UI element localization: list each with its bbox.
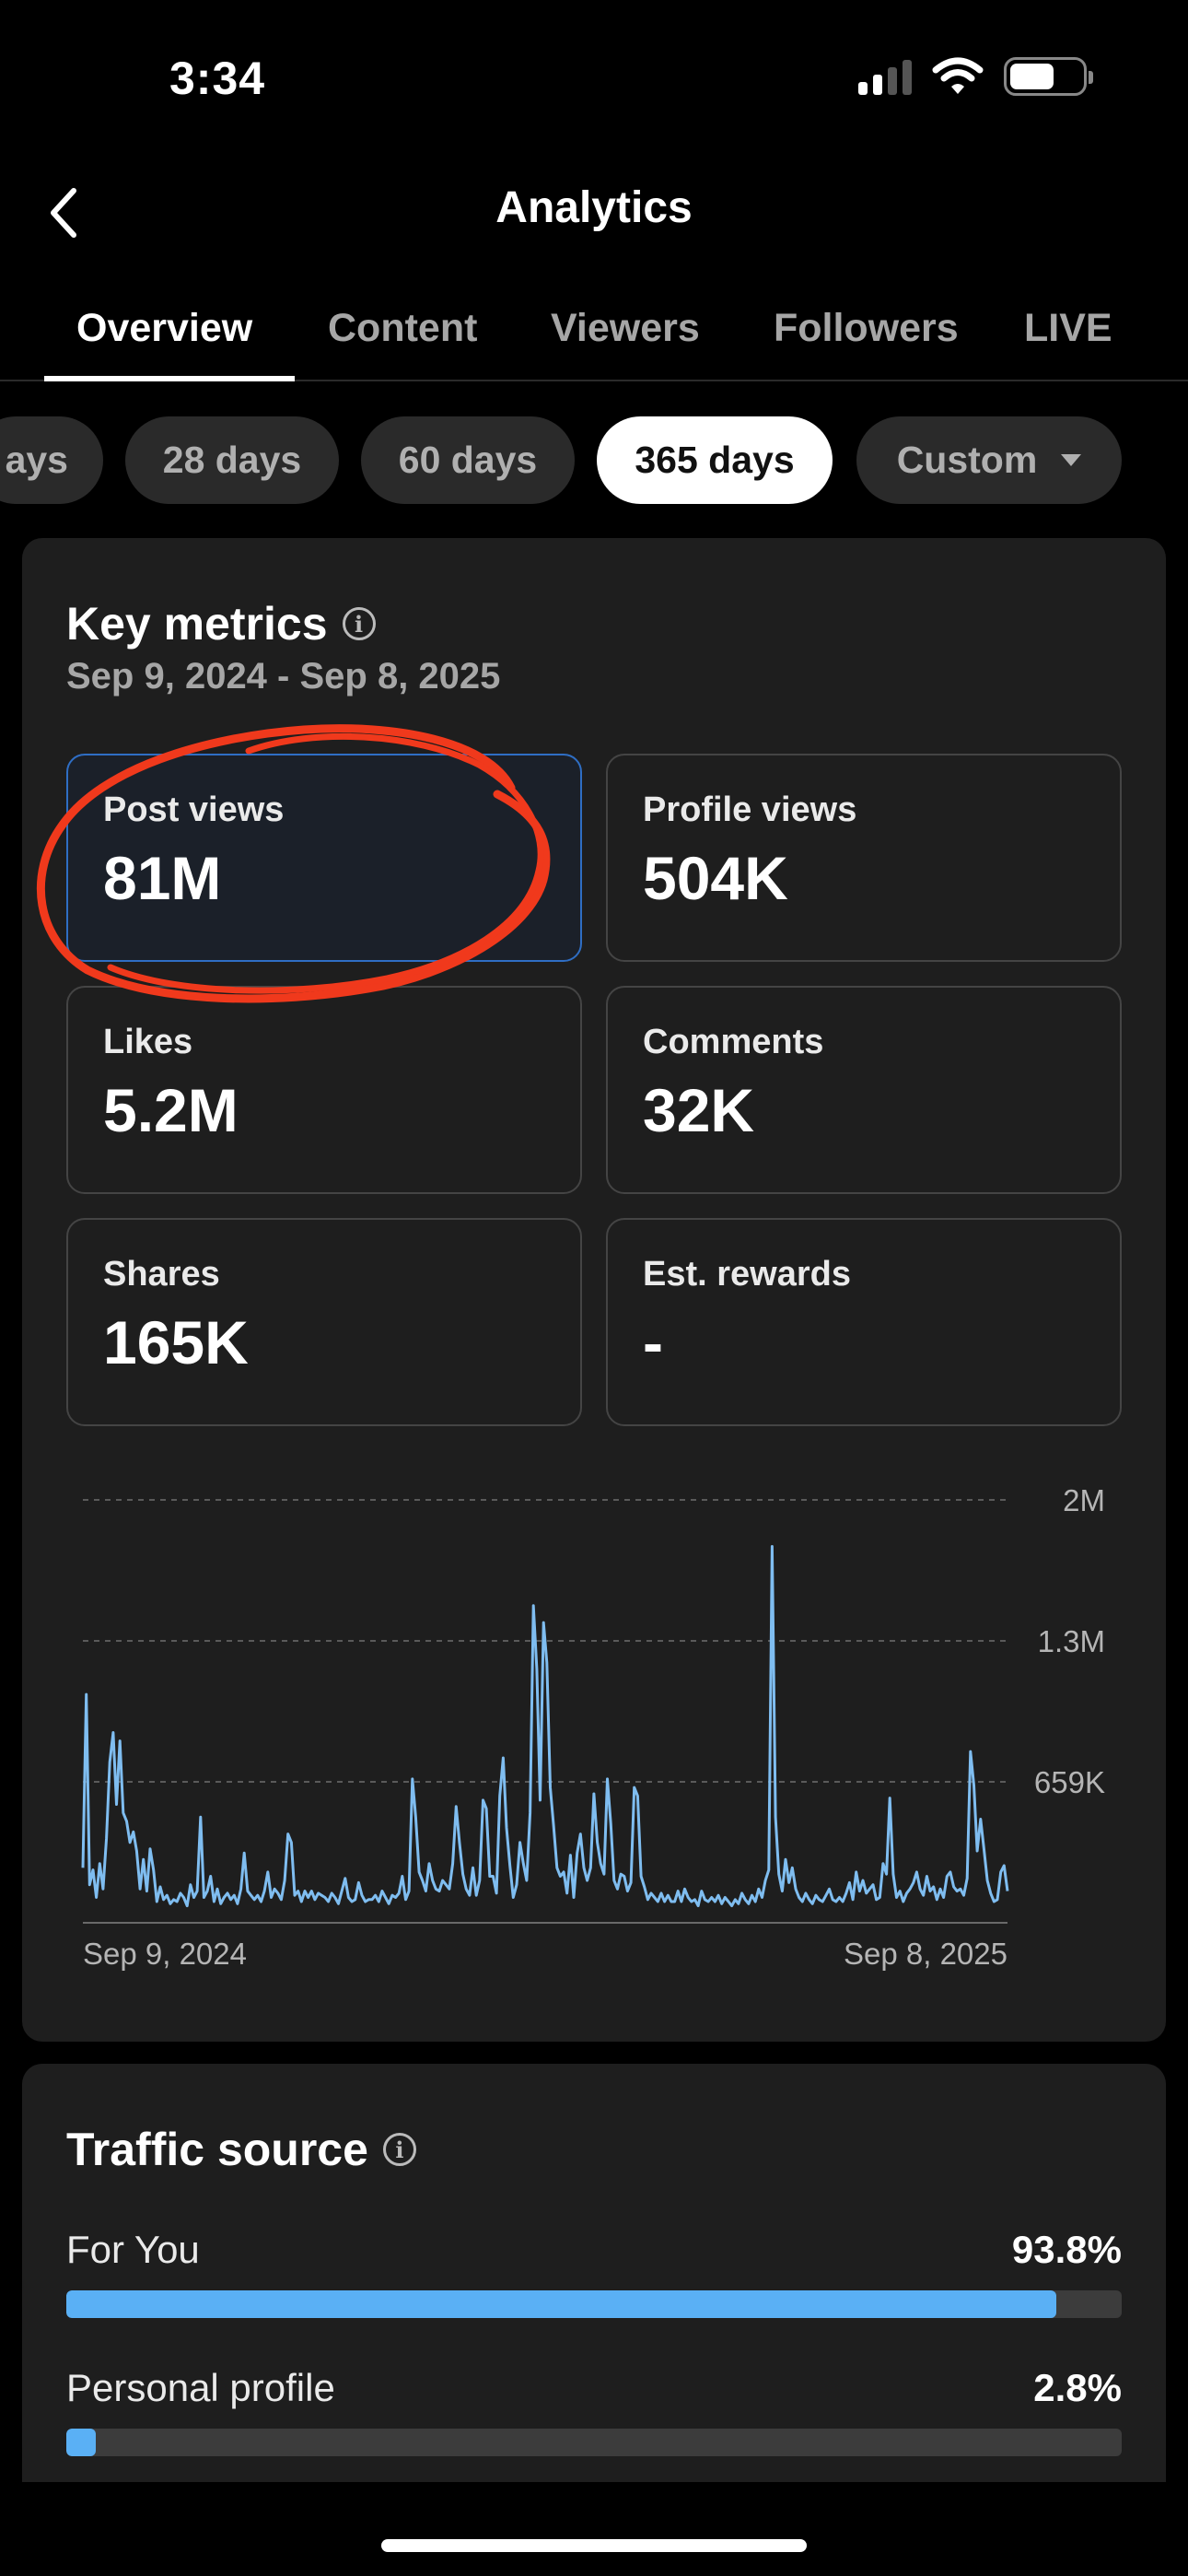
metric-label: Shares: [103, 1255, 220, 1294]
cellular-signal-icon: [858, 58, 912, 95]
key-metrics-header: Key metrics i: [66, 597, 376, 650]
home-indicator: [381, 2539, 807, 2552]
info-icon[interactable]: i: [382, 2133, 416, 2166]
range-chip-7-days[interactable]: ays: [0, 416, 103, 504]
metric-value: 165K: [103, 1308, 249, 1376]
wifi-icon: [932, 57, 984, 94]
metric-card-likes[interactable]: Likes 5.2M: [66, 986, 582, 1194]
x-tick-label-start: Sep 9, 2024: [83, 1937, 247, 1971]
range-chip-60-days[interactable]: 60 days: [361, 416, 575, 504]
traffic-bar-for-you: [66, 2290, 1122, 2318]
traffic-label-personal-profile: Personal profile: [66, 2366, 335, 2409]
metric-value: 32K: [643, 1076, 755, 1144]
metric-card-est-rewards[interactable]: Est. rewards -: [606, 1218, 1122, 1426]
metric-label: Profile views: [643, 790, 857, 829]
range-chip-label: ays: [5, 439, 68, 481]
date-range: Sep 9, 2024 - Sep 8, 2025: [66, 656, 501, 697]
tab-followers[interactable]: Followers: [774, 306, 959, 350]
traffic-source-header: Traffic source i: [66, 2123, 416, 2176]
traffic-bar-fill: [66, 2290, 1056, 2318]
y-tick-label: 1.3M: [1038, 1624, 1105, 1658]
traffic-value-personal-profile: 2.8%: [1033, 2366, 1122, 2409]
bottom-bar: [0, 2482, 1188, 2576]
metric-label: Comments: [643, 1023, 824, 1061]
tab-viewers[interactable]: Viewers: [551, 306, 700, 350]
tab-bar: Overview Content Viewers Followers LIVE: [0, 297, 1188, 381]
tab-overview[interactable]: Overview: [76, 306, 253, 350]
key-metrics-title: Key metrics: [66, 598, 328, 650]
x-tick-label-end: Sep 8, 2025: [844, 1937, 1007, 1971]
tab-live[interactable]: LIVE: [1024, 306, 1112, 350]
active-tab-indicator: [44, 376, 295, 381]
metric-value: 504K: [643, 844, 788, 912]
chevron-left-icon: [51, 188, 76, 238]
info-icon[interactable]: i: [342, 607, 376, 640]
range-chip-label: 28 days: [162, 439, 302, 481]
traffic-bar-personal-profile: [66, 2429, 1122, 2456]
traffic-source-card: Traffic source i For You 93.8% Personal …: [22, 2064, 1166, 2543]
range-chip-custom[interactable]: Custom: [856, 416, 1122, 504]
metric-label: Likes: [103, 1023, 193, 1061]
y-tick-label: 2M: [1063, 1483, 1105, 1517]
traffic-label-for-you: For You: [66, 2228, 200, 2271]
traffic-source-title: Traffic source: [66, 2124, 368, 2175]
caret-down-icon: [1061, 454, 1082, 466]
post-views-chart[interactable]: 2M 1.3M 659K Sep 9, 2024 Sep 8, 2025: [22, 538, 1166, 2042]
back-button[interactable]: [37, 181, 92, 245]
status-icons: [858, 57, 1093, 96]
battery-icon: [1004, 57, 1093, 96]
series-line-post-views: [81, 1545, 1009, 1908]
metric-card-profile-views[interactable]: Profile views 504K: [606, 754, 1122, 962]
range-chip-label: Custom: [896, 439, 1038, 481]
metric-card-shares[interactable]: Shares 165K: [66, 1218, 582, 1426]
range-chip-365-days[interactable]: 365 days: [597, 416, 833, 504]
traffic-bar-fill: [66, 2429, 97, 2456]
key-metrics-card: Key metrics i Sep 9, 2024 - Sep 8, 2025 …: [22, 538, 1166, 2042]
y-tick-label: 659K: [1034, 1765, 1105, 1799]
metric-value: 5.2M: [103, 1076, 239, 1144]
tab-content[interactable]: Content: [328, 306, 478, 350]
status-time: 3:34: [169, 53, 266, 104]
metric-value: -: [643, 1308, 663, 1376]
range-chip-label: 60 days: [398, 439, 538, 481]
metric-label: Est. rewards: [643, 1255, 851, 1294]
page-title: Analytics: [495, 183, 693, 232]
traffic-value-for-you: 93.8%: [1011, 2228, 1122, 2271]
range-chip-label: 365 days: [635, 439, 795, 481]
metric-card-comments[interactable]: Comments 32K: [606, 986, 1122, 1194]
range-chip-28-days[interactable]: 28 days: [125, 416, 339, 504]
